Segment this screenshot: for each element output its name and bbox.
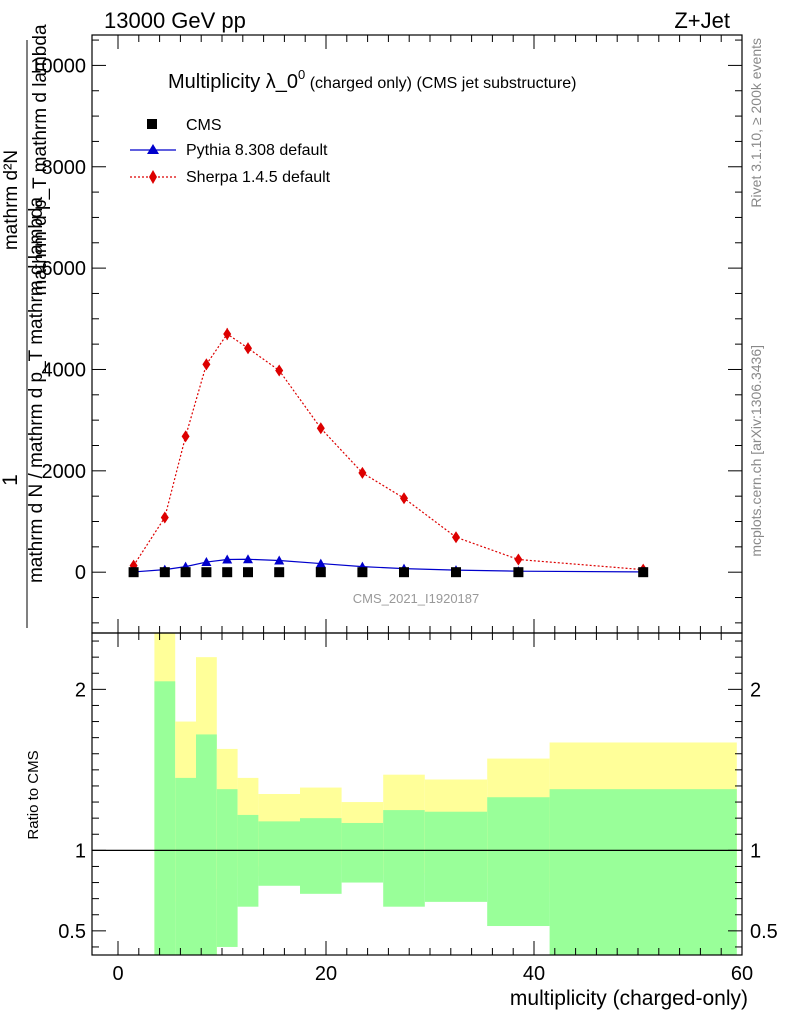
sherpa-point [160, 511, 169, 524]
sherpa-point [358, 466, 367, 479]
ratio-ytick-label: 0.5 [750, 921, 778, 943]
cms-point [274, 567, 285, 578]
ratio-ytick-label: 2 [75, 679, 86, 701]
sherpa-point [181, 430, 190, 443]
main-axes: 0 2000 4000 6000 8000 10000 [30, 35, 743, 633]
ratio-band-inner [300, 818, 342, 894]
cms-point [315, 567, 326, 578]
main-ytick-label: 0 [75, 562, 86, 584]
legend-marker-pythia [147, 144, 159, 154]
ratio-xtick-label: 40 [523, 963, 545, 985]
legend-label-sherpa: Sherpa 1.4.5 default [186, 169, 331, 186]
ylabel-numerator: 1 [0, 474, 22, 486]
sherpa-point [202, 358, 211, 371]
legend-label-pythia: Pythia 8.308 default [186, 142, 328, 159]
pythia-point [274, 555, 285, 565]
cms-point [357, 567, 368, 578]
rivet-label: Rivet 3.1.10, ≥ 200k events [748, 38, 764, 208]
cms-point [201, 567, 212, 578]
main-title: Multiplicity λ_00 (charged only) (CMS je… [168, 67, 576, 93]
legend-marker-cms [147, 119, 157, 129]
analysis-label: CMS_2021_I1920187 [353, 591, 480, 606]
ratio-band-inner [258, 821, 300, 886]
cms-point [451, 567, 461, 578]
pythia-point [243, 554, 253, 564]
main-ytick-label: 4000 [42, 359, 87, 381]
ratio-xtick-label: 0 [112, 963, 123, 985]
ylabel-top-line1: mathrm d²N [1, 150, 22, 250]
main-title-sup: 0 [298, 67, 305, 82]
sherpa-point [223, 328, 232, 340]
cms-point [638, 567, 649, 578]
ratio-band-inner [175, 777, 196, 955]
ratio-xtick-label: 20 [315, 963, 337, 985]
energy-label: 13000 GeV pp [104, 8, 246, 33]
ylabel-denominator: mathrm d N / mathrm d p_T mathrm d lambd… [26, 197, 47, 584]
main-ylabel: 1 mathrm d N / mathrm d p_T mathrm d lam… [0, 24, 51, 628]
pythia-point [222, 554, 233, 564]
legend-label-cms: CMS [186, 117, 222, 134]
ratio-frame [91, 632, 743, 956]
legend-marker-sherpa [149, 170, 157, 184]
ratio-ytick-label: 0.5 [58, 921, 86, 943]
cms-point [159, 567, 170, 578]
mcplots-label: mcplots.cern.ch [arXiv:1306.3436] [748, 345, 764, 557]
cms-point [513, 567, 524, 578]
main-ytick-label: 2000 [42, 461, 87, 483]
pythia-point [315, 558, 326, 568]
ratio-band-inner [341, 822, 384, 883]
ratio-ytick-label: 1 [75, 840, 86, 862]
ratio-band-inner [196, 734, 217, 955]
sherpa-point [275, 364, 284, 377]
ratio-ylabel: Ratio to CMS [25, 750, 42, 839]
cms-point [180, 567, 191, 578]
ratio-band-inner [216, 789, 238, 947]
ratio-band-inner [424, 811, 488, 902]
ratio-band-inner [237, 814, 259, 907]
ratio-band-inner [383, 810, 425, 907]
sherpa-point [452, 531, 460, 544]
sherpa-point [244, 342, 252, 355]
ratio-ytick-label: 1 [750, 840, 761, 862]
ratio-bands [154, 633, 737, 955]
cms-point [243, 567, 253, 578]
cms-point [128, 567, 139, 578]
ratio-band-inner [549, 789, 737, 955]
sherpa-line [133, 333, 644, 571]
ratio-band-inner [154, 681, 176, 955]
sherpa-point [316, 422, 325, 435]
legend: CMS Pythia 8.308 default Sherpa 1.4.5 de… [130, 117, 331, 186]
ratio-band-inner [487, 797, 550, 927]
cms-point [222, 567, 233, 578]
process-label: Z+Jet [674, 8, 730, 33]
ratio-axes: 0.5 0.51 12 20 20 40 60 [58, 633, 778, 985]
ratio-xlabel: multiplicity (charged-only) [510, 987, 748, 1010]
main-ytick-label: 6000 [42, 258, 87, 280]
ylabel-top-line2: mathrm d p_T mathrm d lambda [30, 24, 51, 295]
main-ytick-label: 8000 [42, 157, 87, 179]
main-title-rest: (charged only) (CMS jet substructure) [305, 75, 576, 92]
sherpa-point [514, 553, 523, 566]
main-series [128, 327, 649, 578]
main-ytick-label: 10000 [30, 55, 86, 77]
main-title-text: Multiplicity λ_0 [168, 71, 298, 93]
ratio-ytick-label: 2 [750, 679, 761, 701]
ratio-xtick-label: 60 [731, 963, 753, 985]
cms-point [399, 567, 409, 578]
pythia-point [201, 557, 212, 567]
sherpa-point [400, 492, 408, 505]
